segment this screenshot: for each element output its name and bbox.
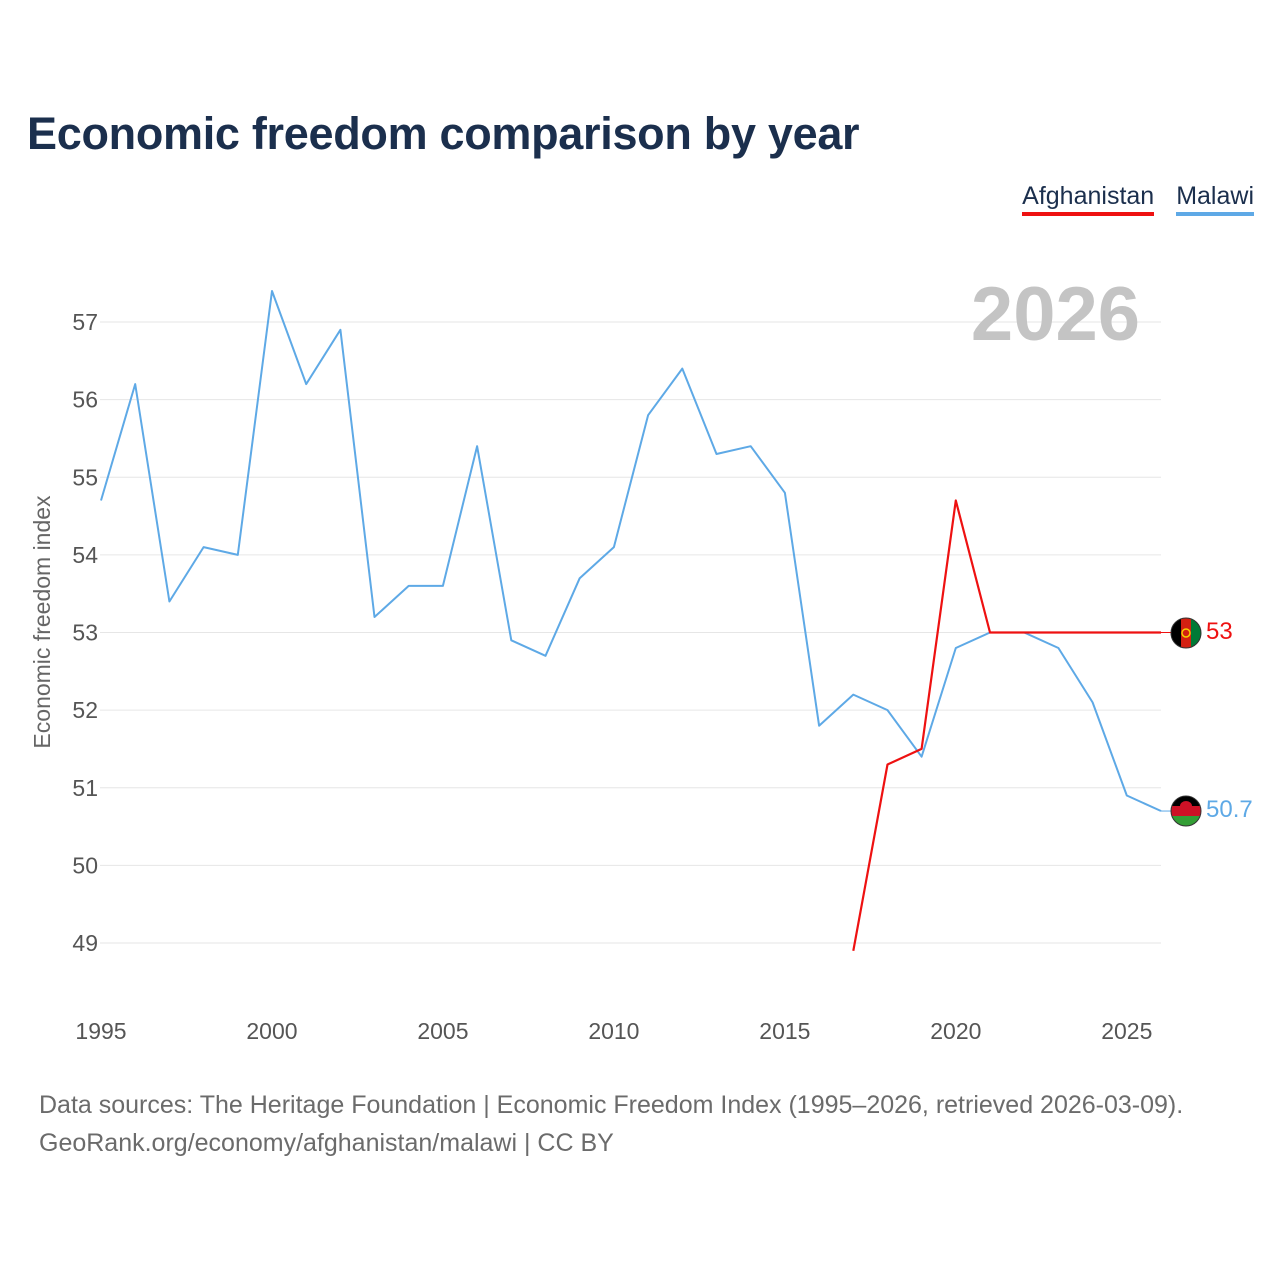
data-point-malawi: [475, 444, 479, 448]
data-point-malawi: [133, 382, 137, 386]
year-watermark: 2026: [971, 272, 1140, 357]
x-tick-label: 2020: [930, 1018, 981, 1044]
data-point-afghanistan: [988, 631, 992, 635]
x-tick-label: 2015: [759, 1018, 810, 1044]
data-point-malawi: [817, 724, 821, 728]
data-point-malawi: [783, 491, 787, 495]
series-lines: [99, 289, 1162, 953]
data-point-afghanistan: [1056, 631, 1060, 635]
x-tick-label: 2000: [246, 1018, 297, 1044]
data-point-malawi: [612, 545, 616, 549]
data-point-afghanistan: [1022, 631, 1026, 635]
afghanistan-flag-outline: [1170, 617, 1202, 649]
x-axis-ticks: 1995 2000 2005 2010 2015 2020 2025: [75, 1018, 1152, 1044]
data-point-malawi: [851, 693, 855, 697]
end-label-afghanistan: 53: [1206, 618, 1233, 645]
data-point-malawi: [646, 413, 650, 417]
afghanistan-flag-icon: [1171, 618, 1201, 648]
data-point-afghanistan: [885, 762, 889, 766]
data-point-malawi: [578, 576, 582, 580]
data-point-malawi: [749, 444, 753, 448]
y-tick-label: 56: [72, 387, 98, 413]
y-tick-label: 49: [72, 930, 98, 956]
x-tick-label: 1995: [75, 1018, 126, 1044]
data-point-afghanistan: [920, 747, 924, 751]
source-line-2[interactable]: GeoRank.org/economy/afghanistan/malawi |…: [39, 1129, 614, 1157]
end-label-malawi: 50.7: [1206, 796, 1253, 823]
data-point-afghanistan: [954, 499, 958, 503]
data-point-malawi: [373, 615, 377, 619]
series-line-afghanistan: [852, 499, 1161, 951]
y-tick-label: 50: [72, 852, 98, 878]
data-point-malawi: [544, 654, 548, 658]
data-point-malawi: [1056, 646, 1060, 650]
data-point-malawi: [680, 367, 684, 371]
y-tick-label: 53: [72, 620, 98, 646]
y-tick-label: 52: [72, 697, 98, 723]
data-point-malawi: [885, 708, 889, 712]
data-point-malawi: [920, 755, 924, 759]
series-line-malawi: [100, 290, 1162, 812]
data-point-malawi: [441, 584, 445, 588]
data-point-malawi: [338, 328, 342, 332]
y-tick-label: 51: [72, 775, 98, 801]
data-point-malawi: [270, 289, 274, 293]
y-tick-label: 54: [72, 542, 98, 568]
y-axis-label: Economic freedom index: [29, 495, 55, 749]
data-point-malawi: [1091, 700, 1095, 704]
data-point-malawi: [954, 646, 958, 650]
end-markers: [1161, 632, 1171, 812]
y-tick-label: 55: [72, 464, 98, 490]
data-point-malawi: [1125, 794, 1129, 798]
legend-item-malawi[interactable]: Malawi: [1176, 182, 1254, 216]
source-line-1: Data sources: The Heritage Foundation | …: [39, 1091, 1184, 1119]
data-point-malawi: [167, 599, 171, 603]
x-tick-label: 2010: [588, 1018, 639, 1044]
data-point-malawi: [236, 553, 240, 557]
source-note: Data sources: The Heritage Foundation | …: [39, 1086, 1183, 1162]
x-tick-label: 2005: [417, 1018, 468, 1044]
chart-title: Economic freedom comparison by year: [27, 108, 860, 159]
x-tick-label: 2025: [1101, 1018, 1152, 1044]
data-point-malawi: [202, 545, 206, 549]
data-point-afghanistan: [1091, 631, 1095, 635]
legend: Afghanistan Malawi: [1022, 182, 1254, 216]
malawi-flag-icon: [1171, 796, 1201, 826]
data-point-malawi: [99, 499, 103, 503]
data-point-afghanistan: [851, 949, 855, 953]
data-point-malawi: [407, 584, 411, 588]
gridlines: [100, 321, 1161, 944]
data-point-malawi: [304, 382, 308, 386]
y-tick-label: 57: [72, 309, 98, 335]
legend-item-afghanistan[interactable]: Afghanistan: [1022, 182, 1155, 216]
malawi-flag-outline: [1170, 795, 1202, 827]
y-axis-ticks: 49 50 51 52 53 54 55 56 57: [72, 309, 98, 956]
data-point-malawi: [509, 638, 513, 642]
data-point-afghanistan: [1125, 631, 1129, 635]
data-point-malawi: [714, 452, 718, 456]
